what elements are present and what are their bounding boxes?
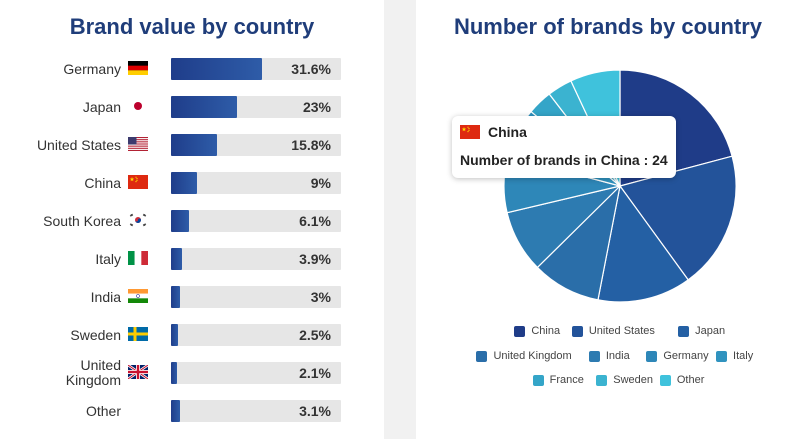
south-korea-flag-icon: [128, 213, 148, 227]
bar-row: China 9%: [0, 172, 384, 194]
legend-item[interactable]: France: [532, 373, 584, 387]
bar-row: United States 15.8%: [0, 134, 384, 156]
bar-row: Other 3.1%: [0, 400, 384, 422]
sweden-flag-icon: [128, 327, 148, 341]
bar-category-label: United Kingdom: [65, 357, 121, 388]
bar-category-label: Germany: [63, 60, 121, 77]
legend-swatch: [476, 350, 488, 362]
japan-flag-icon: [128, 99, 148, 113]
italy-flag-icon: [128, 251, 148, 265]
legend-item[interactable]: United States: [571, 324, 655, 338]
bar-track: 2.1%: [171, 362, 341, 384]
legend-label: France: [549, 374, 584, 386]
bar: [171, 286, 180, 308]
bar-track: 9%: [171, 172, 341, 194]
legend-label: United States: [588, 325, 655, 337]
bar-track: 6.1%: [171, 210, 341, 232]
legend-label: Italy: [733, 350, 754, 362]
bar-row: Sweden 2.5%: [0, 324, 384, 346]
bar-category-label: United States: [36, 136, 121, 153]
legend-swatch: [514, 325, 526, 337]
bar: [171, 248, 183, 270]
brand-count-panel: Number of brands by country China Number…: [416, 0, 800, 439]
bar-value-label: 6.1%: [299, 213, 331, 229]
bar-track: 3%: [171, 286, 341, 308]
legend-swatch: [659, 374, 671, 386]
bar-track: 3.9%: [171, 248, 341, 270]
bar-value-label: 3.9%: [299, 251, 331, 267]
legend-label: India: [605, 350, 630, 362]
bar-value-label: 2.5%: [299, 327, 331, 343]
bar: [171, 172, 197, 194]
legend-label: United Kingdom: [493, 350, 572, 362]
china-flag-icon: [460, 125, 480, 139]
united-states-flag-icon: [128, 137, 148, 151]
bar-row: South Korea 6.1%: [0, 210, 384, 232]
legend-swatch: [571, 325, 583, 337]
bar-category-label: Japan: [82, 98, 121, 115]
legend-item[interactable]: China: [514, 324, 560, 338]
bar: [171, 400, 180, 422]
legend-item[interactable]: Italy: [716, 349, 753, 363]
bar-value-label: 9%: [310, 175, 331, 191]
bar-track: 2.5%: [171, 324, 341, 346]
bar-category-label: India: [90, 288, 121, 305]
bar-chart-title: Brand value by country: [69, 14, 315, 39]
bar-category-label: Italy: [95, 250, 121, 267]
united-kingdom-flag-icon: [128, 365, 148, 379]
pie-chart-title: Number of brands by country: [453, 14, 763, 39]
bar-row: United Kingdom 2.1%: [0, 358, 384, 388]
bar: [171, 96, 238, 118]
legend-swatch: [716, 350, 728, 362]
tooltip-value: Number of brands in China : 24: [460, 152, 668, 168]
bar-row: India 3%: [0, 286, 384, 308]
bar-track: 15.8%: [171, 134, 341, 156]
bar: [171, 210, 189, 232]
bar-track: 3.1%: [171, 400, 341, 422]
bar-value-label: 31.6%: [291, 61, 331, 77]
legend-item[interactable]: Japan: [678, 324, 725, 338]
legend-item[interactable]: India: [588, 349, 630, 363]
bar: [171, 58, 263, 80]
india-flag-icon: [128, 289, 148, 303]
legend-item[interactable]: Germany: [646, 349, 709, 363]
bar-category-label: Sweden: [70, 326, 121, 343]
bar-track: 23%: [171, 96, 341, 118]
legend-swatch: [646, 350, 658, 362]
bar: [171, 324, 179, 346]
bar-category-label: China: [84, 174, 121, 191]
legend-swatch: [596, 374, 608, 386]
bar-category-label: South Korea: [43, 212, 121, 229]
germany-flag-icon: [128, 61, 148, 75]
bar-category-label: Other: [85, 402, 121, 419]
legend-swatch: [588, 350, 600, 362]
bar-value-label: 2.1%: [299, 365, 331, 381]
bar-row: Germany 31.6%: [0, 58, 384, 80]
bar-row: Japan 23%: [0, 96, 384, 118]
pie-slice-japan[interactable]: [597, 184, 690, 303]
legend-label: Germany: [663, 350, 709, 362]
pie-tooltip: China Number of brands in China : 24: [452, 116, 676, 178]
bar-track: 31.6%: [171, 58, 341, 80]
legend-item[interactable]: Other: [659, 373, 705, 387]
legend-item[interactable]: Sweden: [596, 373, 653, 387]
brand-value-panel: Brand value by country Germany 31.6% Japan…: [0, 0, 384, 439]
legend-label: Japan: [695, 325, 726, 337]
bar-row: Italy 3.9%: [0, 248, 384, 270]
bar-value-label: 3.1%: [299, 403, 331, 419]
legend-swatch: [532, 374, 544, 386]
tooltip-title: China: [488, 124, 527, 140]
legend-swatch: [678, 325, 690, 337]
bar: [171, 362, 178, 384]
legend-label: Sweden: [613, 374, 654, 386]
bar-value-label: 23%: [302, 99, 331, 115]
bar-value-label: 3%: [310, 289, 331, 305]
bar-value-label: 15.8%: [291, 137, 331, 153]
legend-label: Other: [676, 374, 705, 386]
legend-label: China: [531, 325, 561, 337]
legend-item[interactable]: United Kingdom: [476, 349, 572, 363]
china-flag-icon: [128, 175, 148, 189]
bar: [171, 134, 217, 156]
pie-slice-united-states[interactable]: [619, 155, 737, 281]
